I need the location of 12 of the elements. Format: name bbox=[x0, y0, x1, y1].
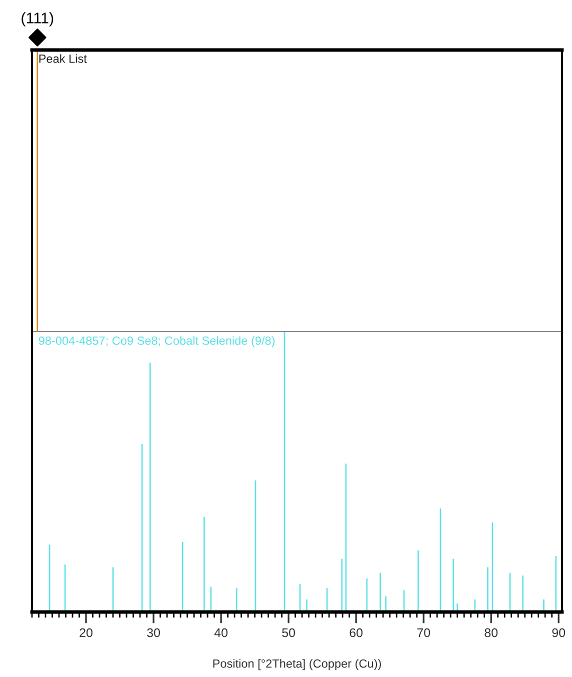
x-tick-label: 40 bbox=[214, 628, 228, 638]
x-tick-label: 70 bbox=[417, 628, 430, 638]
x-tick-label: 20 bbox=[80, 628, 92, 638]
x-tick-label: 80 bbox=[484, 628, 498, 638]
x-tick-label: 30 bbox=[147, 628, 160, 638]
annotation: (111) bbox=[22, 12, 54, 26]
x-tick-label: 90 bbox=[552, 628, 566, 638]
x-tick-label: 60 bbox=[350, 628, 363, 638]
chart-title: Peak List bbox=[39, 54, 87, 63]
chart-title: 98-004-4857; Co9 Se8; Cobalt Selenide (9/8) bbox=[38, 336, 275, 348]
x-tick-label: 50 bbox=[282, 628, 296, 638]
x-axis-title: Position [°2Theta] (Copper (Cu)) bbox=[213, 659, 381, 670]
